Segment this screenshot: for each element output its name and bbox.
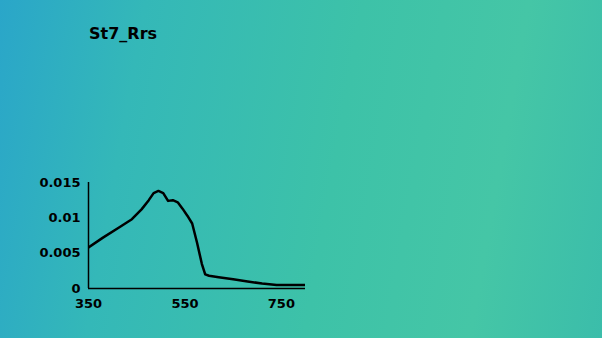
html-text:St7_Rrs: St7_Rrs bbox=[89, 24, 157, 43]
svg-text:0.015: 0.015 bbox=[39, 175, 80, 190]
svg-text:0.005: 0.005 bbox=[39, 245, 80, 260]
svg-text:550: 550 bbox=[171, 296, 198, 311]
svg-text:750: 750 bbox=[268, 296, 295, 311]
svg-text:350: 350 bbox=[75, 296, 102, 311]
svg-text:0: 0 bbox=[71, 281, 80, 296]
svg-text:0.01: 0.01 bbox=[48, 210, 80, 225]
